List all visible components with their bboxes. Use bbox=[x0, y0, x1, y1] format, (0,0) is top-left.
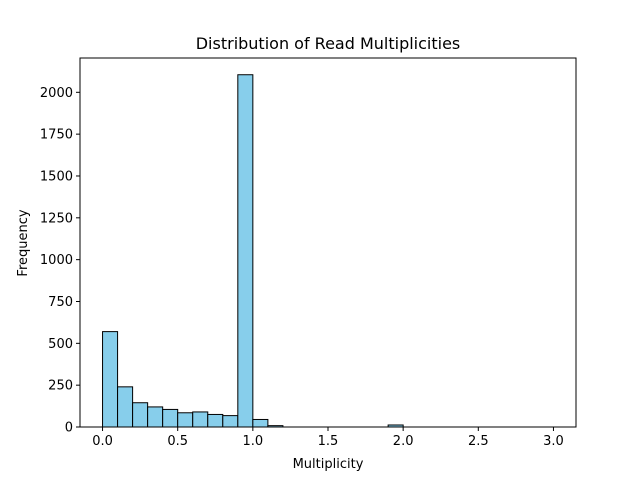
x-axis-label: Multiplicity bbox=[293, 457, 364, 472]
y-tick-label: 1500 bbox=[40, 169, 73, 184]
histogram-bar bbox=[252, 418, 269, 428]
x-tick-label: 0.0 bbox=[92, 434, 113, 449]
x-tick-label: 3.0 bbox=[543, 434, 564, 449]
histogram-bar bbox=[147, 406, 164, 428]
histogram-bar bbox=[132, 402, 149, 428]
chart-title: Distribution of Read Multiplicities bbox=[196, 34, 461, 53]
y-tick-label: 1750 bbox=[40, 128, 73, 143]
histogram-bar bbox=[162, 408, 179, 428]
y-tick-label: 0 bbox=[65, 421, 73, 436]
x-axis-ticks: 0.0 0.5 1.0 1.5 2.0 2.5 3.0 bbox=[92, 427, 564, 449]
x-tick-label: 1.5 bbox=[318, 434, 339, 449]
y-tick-label: 2000 bbox=[40, 86, 73, 101]
y-axis-ticks: 0 250 500 750 1000 1250 1500 1750 2000 bbox=[40, 86, 80, 436]
bars-group bbox=[102, 74, 404, 428]
histogram-bar bbox=[207, 413, 224, 428]
y-axis-label: Frequency bbox=[16, 209, 31, 276]
x-tick-label: 0.5 bbox=[167, 434, 188, 449]
y-tick-label: 1250 bbox=[40, 211, 73, 226]
y-tick-label: 1000 bbox=[40, 253, 73, 268]
histogram-bar bbox=[117, 386, 134, 428]
histogram-bar bbox=[177, 412, 194, 428]
x-tick-label: 2.0 bbox=[393, 434, 414, 449]
histogram-bar bbox=[102, 331, 119, 428]
y-tick-label: 500 bbox=[48, 337, 73, 352]
y-tick-label: 250 bbox=[48, 379, 73, 394]
y-tick-label: 750 bbox=[48, 295, 73, 310]
x-tick-label: 1.0 bbox=[243, 434, 264, 449]
histogram-bar bbox=[192, 411, 209, 428]
histogram-bar bbox=[237, 74, 254, 428]
histogram-bar bbox=[222, 415, 239, 428]
plot-frame bbox=[79, 57, 577, 428]
x-tick-label: 2.5 bbox=[468, 434, 489, 449]
